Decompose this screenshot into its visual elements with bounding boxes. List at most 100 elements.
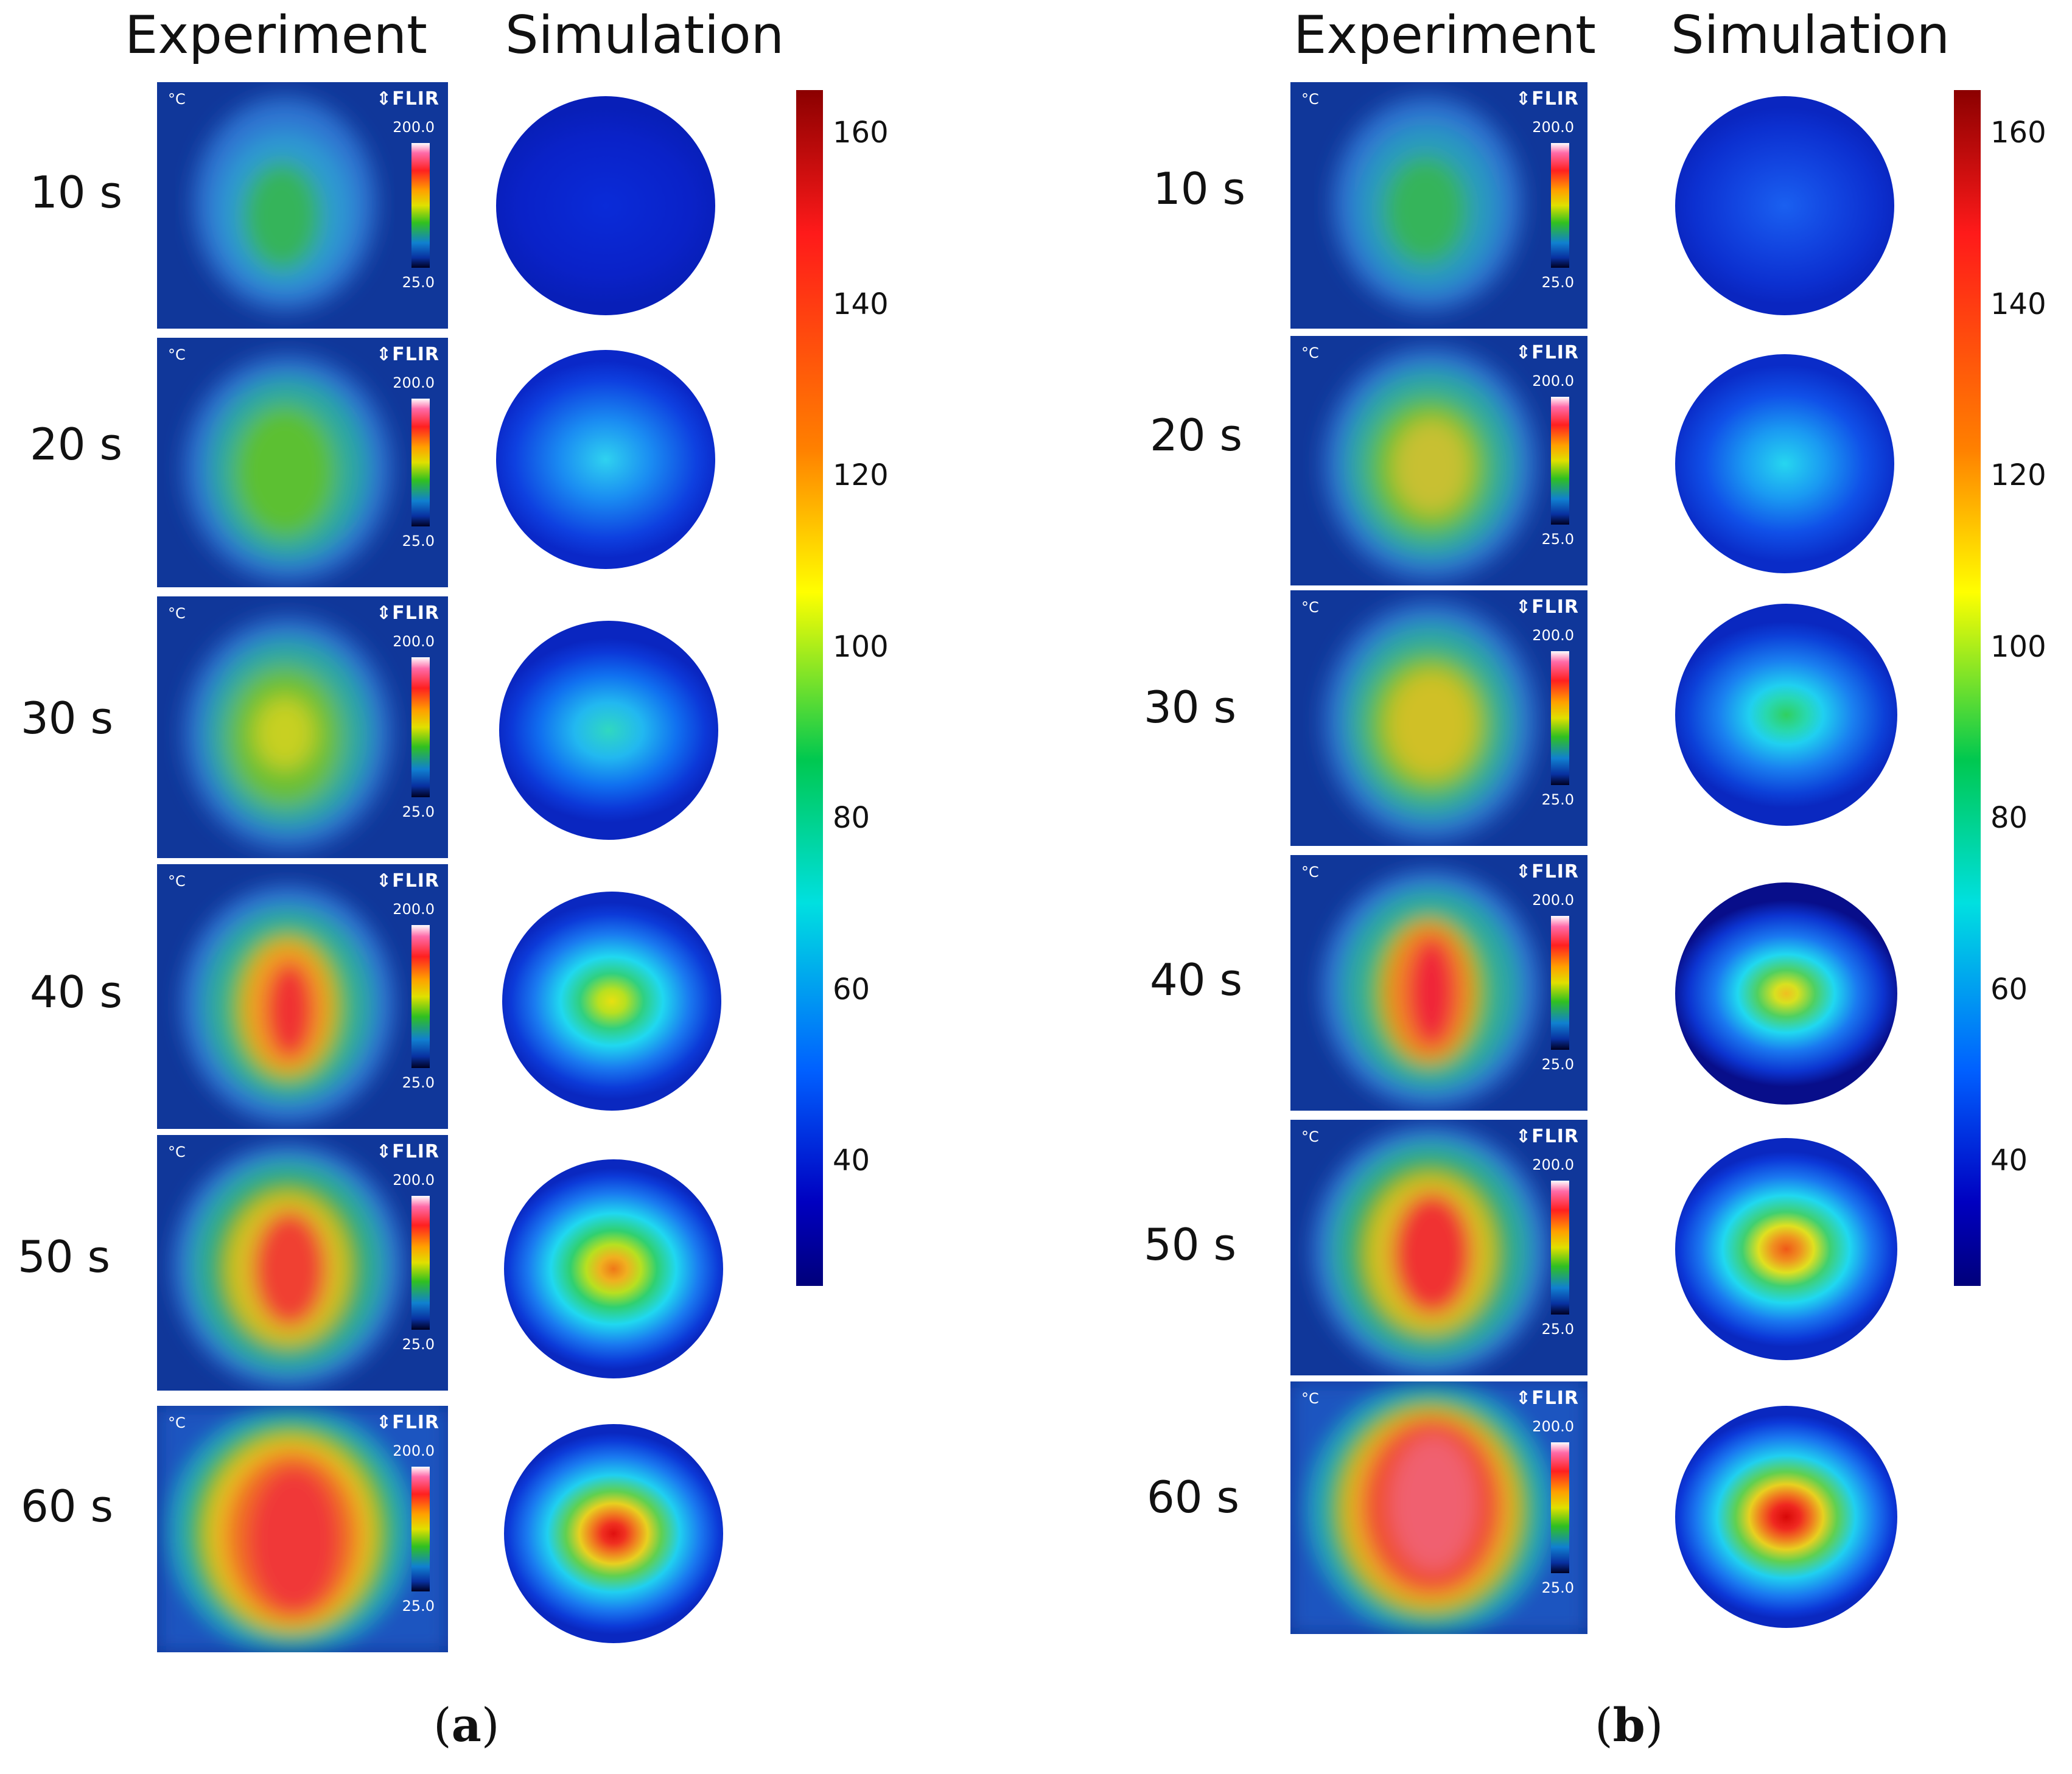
simulation-disk bbox=[1675, 354, 1894, 573]
flir-scale-min: 25.0 bbox=[402, 1336, 435, 1353]
colorbar-tick-label: 100 bbox=[1990, 630, 2046, 664]
flir-logo: ⇕FLIR bbox=[1515, 88, 1579, 110]
panel-a: Experiment Simulation 10 s °C ⇕FLIR 200.… bbox=[0, 0, 1035, 1774]
flir-scale-bar bbox=[1551, 1442, 1569, 1573]
flir-scale-max: 200.0 bbox=[1532, 119, 1574, 136]
flir-scale-min: 25.0 bbox=[1541, 1321, 1574, 1338]
time-label: 30 s bbox=[1143, 682, 1236, 733]
flir-logo: ⇕FLIR bbox=[1515, 596, 1579, 618]
flir-scale-min: 25.0 bbox=[1541, 1056, 1574, 1073]
colorbar-tick-label: 100 bbox=[833, 630, 889, 664]
flir-scale-max: 200.0 bbox=[393, 633, 435, 650]
simulation-disk bbox=[499, 621, 718, 840]
flir-scale-max: 200.0 bbox=[393, 119, 435, 136]
colorbar-tick-label: 80 bbox=[1990, 801, 2028, 835]
thermal-image: °C ⇕FLIR 200.0 25.0 bbox=[157, 1406, 448, 1652]
flir-scale-max: 200.0 bbox=[1532, 627, 1574, 644]
flir-unit-label: °C bbox=[168, 1414, 186, 1431]
flir-logo: ⇕FLIR bbox=[1515, 342, 1579, 363]
experiment-header: Experiment bbox=[125, 5, 427, 66]
flir-scale-bar bbox=[411, 657, 430, 797]
flir-logo: ⇕FLIR bbox=[376, 602, 439, 624]
flir-logo: ⇕FLIR bbox=[1515, 1126, 1579, 1147]
thermal-image: °C ⇕FLIR 200.0 25.0 bbox=[157, 596, 448, 858]
flir-unit-label: °C bbox=[168, 1144, 186, 1161]
flir-scale-bar bbox=[411, 1467, 430, 1591]
caption-paren: ) bbox=[1645, 1698, 1664, 1752]
flir-unit-label: °C bbox=[1301, 91, 1319, 108]
colorbar bbox=[796, 90, 823, 1286]
thermal-image: °C ⇕FLIR 200.0 25.0 bbox=[1290, 855, 1587, 1111]
time-label: 40 s bbox=[29, 966, 122, 1018]
simulation-disk bbox=[1675, 1138, 1897, 1360]
time-label: 40 s bbox=[1149, 954, 1242, 1005]
panel-caption: (a) bbox=[433, 1698, 500, 1753]
thermal-image: °C ⇕FLIR 200.0 25.0 bbox=[157, 864, 448, 1129]
simulation-disk bbox=[1675, 604, 1897, 826]
colorbar-tick-label: 80 bbox=[833, 801, 870, 835]
thermal-image: °C ⇕FLIR 200.0 25.0 bbox=[1290, 590, 1587, 846]
colorbar-tick-label: 60 bbox=[833, 973, 870, 1007]
flir-scale-max: 200.0 bbox=[1532, 1156, 1574, 1173]
flir-scale-min: 25.0 bbox=[1541, 274, 1574, 291]
flir-unit-label: °C bbox=[1301, 599, 1319, 616]
colorbar-tick-label: 40 bbox=[1990, 1144, 2028, 1178]
caption-letter: a bbox=[451, 1698, 481, 1752]
flir-scale-min: 25.0 bbox=[402, 533, 435, 550]
colorbar-tick-label: 140 bbox=[1990, 287, 2046, 321]
flir-unit-label: °C bbox=[168, 91, 186, 108]
colorbar-tick-label: 160 bbox=[833, 116, 889, 150]
time-label: 60 s bbox=[1146, 1472, 1239, 1523]
time-label: 10 s bbox=[29, 167, 122, 218]
flir-scale-min: 25.0 bbox=[1541, 791, 1574, 808]
time-label: 30 s bbox=[20, 693, 113, 744]
flir-scale-min: 25.0 bbox=[402, 1598, 435, 1615]
flir-scale-min: 25.0 bbox=[402, 803, 435, 820]
thermal-image: °C ⇕FLIR 200.0 25.0 bbox=[1290, 1381, 1587, 1634]
experiment-header: Experiment bbox=[1293, 5, 1596, 66]
flir-unit-label: °C bbox=[1301, 1128, 1319, 1145]
flir-scale-max: 200.0 bbox=[393, 374, 435, 391]
flir-scale-min: 25.0 bbox=[1541, 531, 1574, 548]
flir-scale-bar bbox=[411, 1196, 430, 1330]
caption-paren: ( bbox=[433, 1698, 452, 1752]
time-label: 50 s bbox=[17, 1231, 110, 1282]
flir-unit-label: °C bbox=[168, 873, 186, 890]
caption-letter: b bbox=[1612, 1698, 1645, 1752]
flir-logo: ⇕FLIR bbox=[376, 870, 439, 892]
flir-unit-label: °C bbox=[1301, 1390, 1319, 1407]
time-label: 50 s bbox=[1143, 1219, 1236, 1270]
thermal-image: °C ⇕FLIR 200.0 25.0 bbox=[1290, 1120, 1587, 1375]
simulation-disk bbox=[1675, 96, 1894, 315]
flir-unit-label: °C bbox=[1301, 864, 1319, 881]
colorbar-tick-label: 140 bbox=[833, 287, 889, 321]
flir-scale-max: 200.0 bbox=[393, 1172, 435, 1189]
flir-scale-max: 200.0 bbox=[1532, 1418, 1574, 1435]
simulation-header: Simulation bbox=[1671, 5, 1950, 66]
simulation-disk bbox=[504, 1159, 723, 1378]
time-label: 10 s bbox=[1152, 163, 1245, 214]
flir-logo: ⇕FLIR bbox=[376, 1141, 439, 1162]
simulation-disk bbox=[496, 96, 715, 315]
thermal-image: °C ⇕FLIR 200.0 25.0 bbox=[1290, 336, 1587, 585]
flir-logo: ⇕FLIR bbox=[1515, 861, 1579, 882]
flir-unit-label: °C bbox=[168, 605, 186, 622]
flir-logo: ⇕FLIR bbox=[1515, 1388, 1579, 1409]
colorbar-tick-label: 120 bbox=[1990, 458, 2046, 492]
flir-unit-label: °C bbox=[1301, 344, 1319, 361]
flir-logo: ⇕FLIR bbox=[376, 88, 439, 110]
flir-logo: ⇕FLIR bbox=[376, 344, 439, 365]
colorbar-tick-label: 60 bbox=[1990, 973, 2028, 1007]
simulation-disk bbox=[504, 1424, 723, 1643]
flir-scale-bar bbox=[1551, 143, 1569, 268]
simulation-disk bbox=[502, 892, 721, 1111]
flir-scale-bar bbox=[1551, 397, 1569, 525]
colorbar-tick-label: 120 bbox=[833, 458, 889, 492]
thermal-image: °C ⇕FLIR 200.0 25.0 bbox=[1290, 82, 1587, 329]
time-label: 60 s bbox=[20, 1481, 113, 1532]
flir-scale-min: 25.0 bbox=[1541, 1579, 1574, 1596]
panel-b: Experiment Simulation 10 s °C ⇕FLIR 200.… bbox=[1035, 0, 2070, 1774]
simulation-header: Simulation bbox=[505, 5, 785, 66]
thermal-image: °C ⇕FLIR 200.0 25.0 bbox=[157, 1135, 448, 1391]
flir-scale-min: 25.0 bbox=[402, 1074, 435, 1091]
